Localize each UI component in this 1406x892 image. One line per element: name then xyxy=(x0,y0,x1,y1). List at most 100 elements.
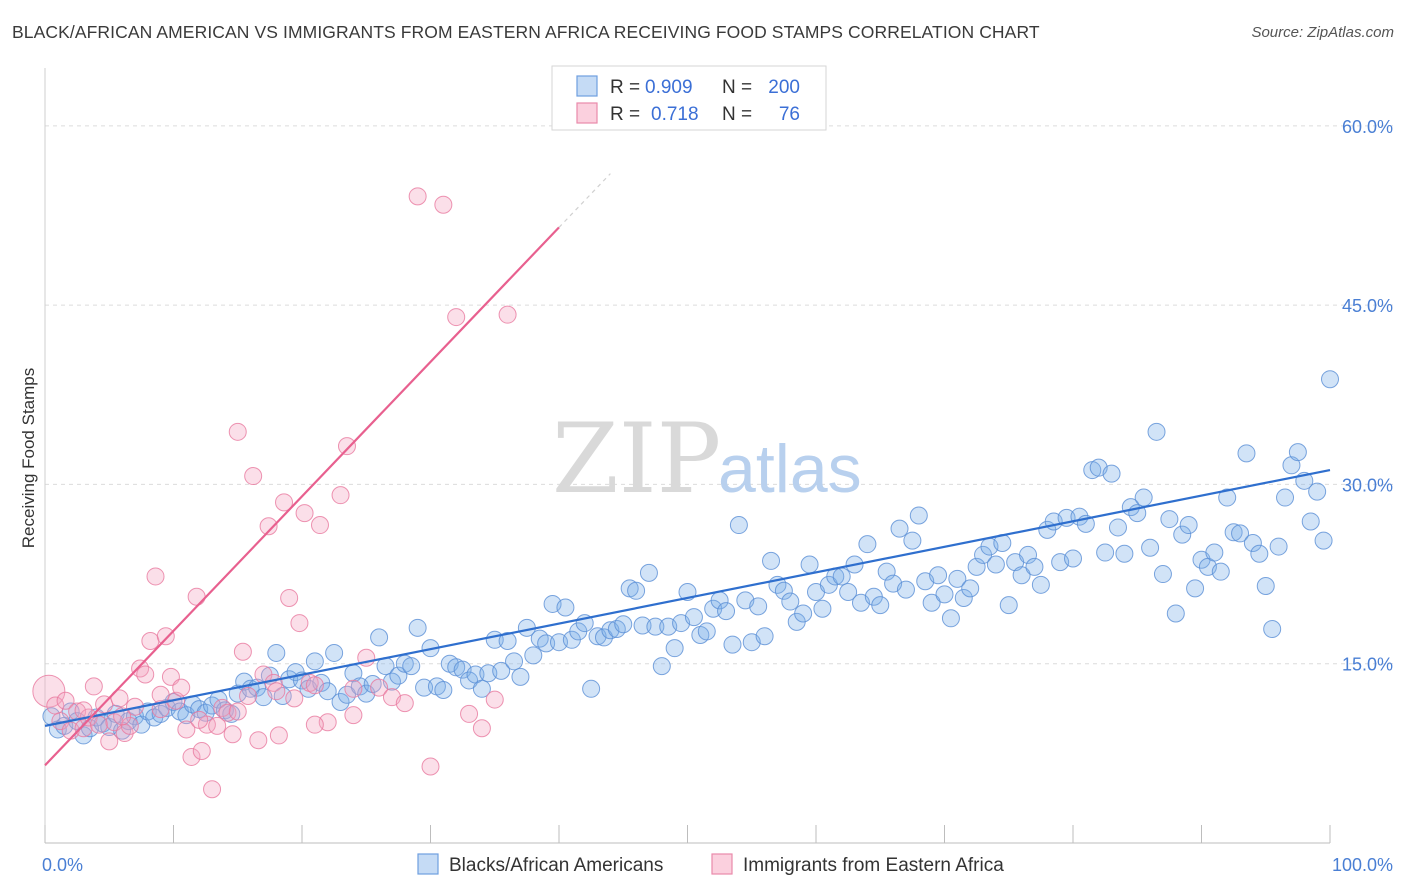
trend-line-0 xyxy=(44,468,1331,727)
point-blacks-111 xyxy=(755,627,774,646)
point-blacks-141 xyxy=(948,569,967,588)
point-blacks-67 xyxy=(472,679,491,698)
point-eastern-africa-32 xyxy=(208,716,227,735)
point-blacks-97 xyxy=(665,639,684,658)
watermark: ZIP atlas xyxy=(552,403,862,515)
point-blacks-164 xyxy=(1096,543,1115,562)
point-blacks-130 xyxy=(877,562,896,581)
point-blacks-118 xyxy=(800,555,819,574)
point-blacks-110 xyxy=(749,597,768,616)
point-blacks-95 xyxy=(652,657,671,676)
point-blacks-114 xyxy=(774,581,793,600)
trend-lines xyxy=(44,173,1331,767)
point-eastern-africa-8 xyxy=(84,677,103,696)
point-blacks-138 xyxy=(929,566,948,585)
point-blacks-127 xyxy=(858,535,877,554)
correlation-legend: R = 0.909 N = 200 R = 0.718 N = 76 xyxy=(551,65,827,131)
y-tick-label-1: 30.0% xyxy=(1342,475,1393,495)
x-tick-labels: 0.0% 100.0% xyxy=(42,855,1393,875)
point-blacks-91 xyxy=(627,581,646,600)
point-blacks-80 xyxy=(556,598,575,617)
watermark-atlas: atlas xyxy=(718,431,862,507)
point-eastern-africa-44 xyxy=(269,726,288,745)
point-eastern-africa-76 xyxy=(344,706,363,725)
point-blacks-93 xyxy=(639,563,658,582)
point-blacks-184 xyxy=(1224,523,1243,542)
point-eastern-africa-54 xyxy=(331,486,350,505)
y-tick-label-0: 15.0% xyxy=(1342,655,1393,675)
series-legend: Blacks/African Americans Immigrants from… xyxy=(417,853,1004,876)
point-eastern-africa-36 xyxy=(228,422,247,441)
point-eastern-africa-74 xyxy=(267,682,286,701)
legend-r-value-2: 0.718 xyxy=(651,104,699,125)
point-blacks-56 xyxy=(402,657,421,676)
series-swatch-eastern-africa xyxy=(711,853,733,875)
point-blacks-71 xyxy=(498,631,517,650)
point-blacks-129 xyxy=(871,596,890,615)
point-eastern-africa-60 xyxy=(395,694,414,713)
point-eastern-africa-51 xyxy=(305,676,324,695)
point-blacks-41 xyxy=(305,652,324,671)
point-eastern-africa-18 xyxy=(136,665,155,684)
point-blacks-167 xyxy=(1115,544,1134,563)
chart-title: BLACK/AFRICAN AMERICAN VS IMMIGRANTS FRO… xyxy=(12,22,1040,42)
y-tick-label-3: 60.0% xyxy=(1342,117,1393,137)
point-blacks-140 xyxy=(941,609,960,628)
point-blacks-187 xyxy=(1243,533,1262,552)
point-eastern-africa-19 xyxy=(141,631,160,650)
point-eastern-africa-73 xyxy=(228,702,247,721)
point-eastern-africa-67 xyxy=(485,690,504,709)
point-blacks-142 xyxy=(954,588,973,607)
point-blacks-159 xyxy=(1064,549,1082,568)
point-eastern-africa-20 xyxy=(146,567,165,586)
point-eastern-africa-39 xyxy=(244,467,263,486)
point-eastern-africa-48 xyxy=(290,614,309,633)
point-blacks-106 xyxy=(723,635,742,654)
legend-n-value-1: 200 xyxy=(768,77,800,98)
point-blacks-199 xyxy=(1321,370,1339,389)
point-eastern-africa-49 xyxy=(295,504,314,523)
point-eastern-africa-75 xyxy=(305,715,324,734)
point-blacks-192 xyxy=(1276,488,1295,507)
point-eastern-africa-50 xyxy=(300,673,319,692)
point-blacks-186 xyxy=(1237,444,1256,463)
point-blacks-176 xyxy=(1173,525,1192,544)
point-eastern-africa-47 xyxy=(285,689,304,708)
point-eastern-africa-55 xyxy=(337,437,356,456)
point-blacks-193 xyxy=(1282,456,1301,475)
legend-n-label-1: N = xyxy=(722,77,752,98)
point-blacks-197 xyxy=(1308,482,1327,501)
point-eastern-africa-31 xyxy=(203,780,222,799)
legend-n-label-2: N = xyxy=(722,104,752,125)
point-eastern-africa-40 xyxy=(249,731,268,750)
point-eastern-africa-29 xyxy=(192,741,211,760)
x-tick-label-0: 0.0% xyxy=(42,855,83,875)
point-eastern-africa-66 xyxy=(472,719,491,738)
point-blacks-191 xyxy=(1269,537,1288,556)
point-eastern-africa-26 xyxy=(177,720,196,739)
point-eastern-africa-72 xyxy=(190,710,209,729)
point-blacks-132 xyxy=(890,519,909,538)
point-eastern-africa-37 xyxy=(233,642,252,661)
point-eastern-africa-63 xyxy=(434,195,453,214)
legend-swatch-pink xyxy=(576,102,598,124)
point-blacks-120 xyxy=(813,599,832,618)
point-blacks-133 xyxy=(896,580,915,599)
point-eastern-africa-27 xyxy=(182,747,201,766)
axes xyxy=(44,68,1331,844)
series-label-eastern-africa: Immigrants from Eastern Africa xyxy=(743,855,1004,876)
point-blacks-75 xyxy=(524,646,543,665)
point-blacks-188 xyxy=(1250,544,1269,563)
x-tick-label-1: 100.0% xyxy=(1332,855,1393,875)
trend-line-extension-1 xyxy=(558,173,611,228)
point-blacks-182 xyxy=(1211,562,1230,581)
point-eastern-africa-15 xyxy=(120,716,139,735)
point-blacks-51 xyxy=(370,628,389,647)
point-blacks-137 xyxy=(922,593,941,612)
point-blacks-139 xyxy=(935,585,954,604)
point-blacks-165 xyxy=(1102,464,1121,483)
point-eastern-africa-45 xyxy=(275,493,294,512)
point-eastern-africa-46 xyxy=(280,588,299,607)
y-tick-labels: 15.0% 30.0% 45.0% 60.0% xyxy=(1342,117,1393,675)
